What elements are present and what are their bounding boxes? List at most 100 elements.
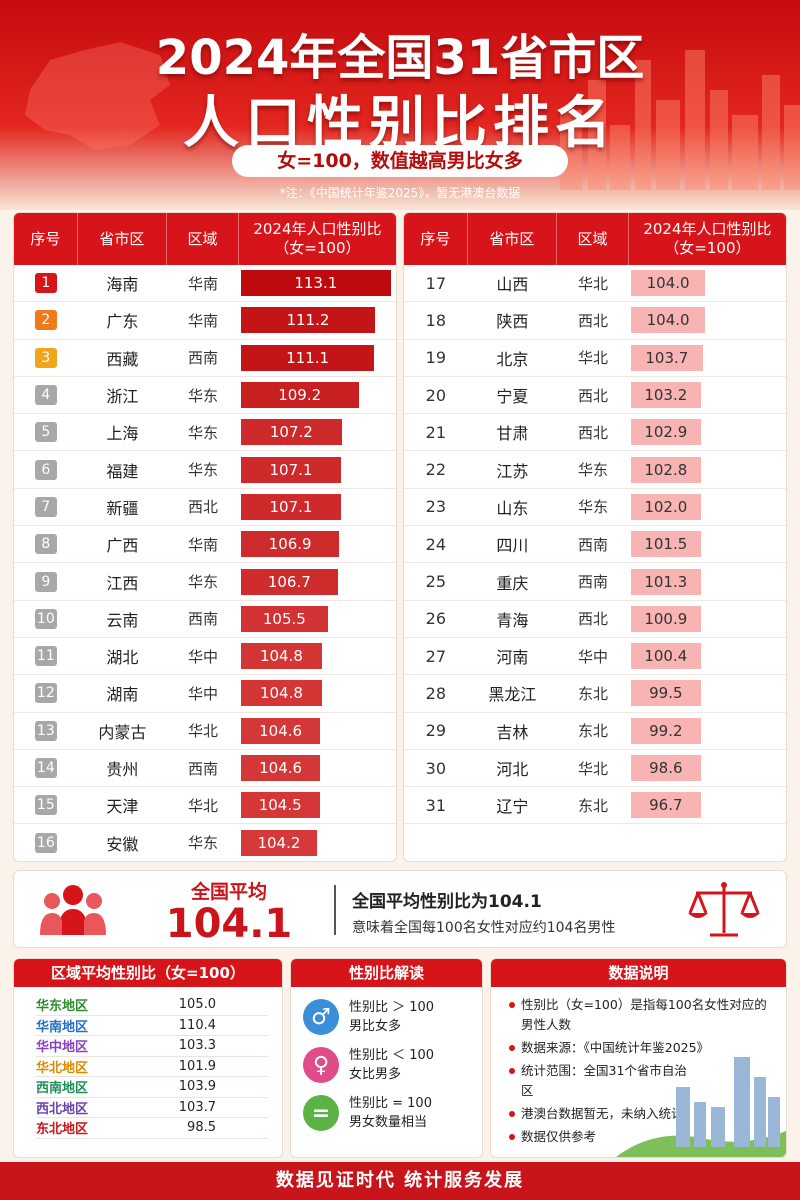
table-row: 3 西藏 西南 111.1 <box>14 340 396 377</box>
interpretation-rule: 性别比 ＞ 100 <box>349 999 435 1015</box>
ratio-cell: 99.5 <box>629 675 786 711</box>
table-row: 9 江西 华东 106.7 <box>14 563 396 601</box>
ratio-value: 107.1 <box>269 497 313 516</box>
rank-cell: 12 <box>14 675 78 711</box>
ratio-value: 103.7 <box>645 348 689 367</box>
province-name: 浙江 <box>106 387 139 407</box>
ratio-cell: 111.1 <box>239 340 396 376</box>
ratio-cell: 107.1 <box>239 451 396 487</box>
region-name: 西南 <box>188 610 219 629</box>
header-banner: 2024年全国31省市区 人口性别比排名 女=100，数值越高男比女多 *注：《… <box>0 0 800 210</box>
rank-cell: 5 <box>14 414 78 450</box>
table-row: 26 青海 西北 100.9 <box>404 601 786 638</box>
ratio-bar: 104.8 <box>240 680 323 707</box>
rank-cell: 7 <box>14 489 78 525</box>
region-name: 东北 <box>578 722 609 741</box>
ratio-cell: 109.2 <box>239 377 396 413</box>
interpretation-rule: 性别比 ＜ 100 <box>349 1047 435 1063</box>
table-row: 24 四川 西南 101.5 <box>404 526 786 564</box>
rank-cell: 19 <box>404 340 468 376</box>
ratio-cell: 104.5 <box>239 787 396 823</box>
table-row: 28 黑龙江 东北 99.5 <box>404 675 786 713</box>
ratio-bar: 101.5 <box>630 531 701 558</box>
table-row: 16 安徽 华东 104.2 <box>14 824 396 861</box>
col-header-ratio: 2024年人口性别比 （女=100） <box>253 220 382 257</box>
province-name: 山西 <box>496 275 529 295</box>
rank-number: 29 <box>425 721 447 741</box>
ratio-bar: 102.8 <box>630 456 701 483</box>
ratio-cell: 100.9 <box>629 601 786 637</box>
ratio-value: 104.0 <box>646 311 690 330</box>
region-value: 103.7 <box>178 1099 216 1115</box>
regional-row: 东北地区 98.5 <box>36 1118 268 1139</box>
province-name: 上海 <box>106 424 139 444</box>
data-note-item: 数据来源：《中国统计年鉴2025》 <box>509 1038 776 1058</box>
province-name: 北京 <box>496 349 529 369</box>
table-row: 21 甘肃 西北 102.9 <box>404 414 786 452</box>
table-header: 序号 省市区 区域 2024年人口性别比 （女=100） <box>404 213 786 265</box>
rank-cell: 3 <box>14 340 78 376</box>
province-name: 江西 <box>106 573 139 593</box>
region-name: 东北 <box>578 684 609 703</box>
rank-number: 3 <box>34 347 57 368</box>
col-header-region: 区域 <box>167 213 239 265</box>
province-name: 山东 <box>496 498 529 518</box>
ratio-cell: 104.8 <box>239 675 396 711</box>
province-name: 安徽 <box>106 834 139 854</box>
rank-number: 8 <box>34 534 57 555</box>
ratio-cell: 98.6 <box>629 750 786 786</box>
rank-number: 25 <box>425 572 447 592</box>
col-header-ratio: 2024年人口性别比 （女=100） <box>643 220 772 257</box>
ratio-bar: 105.5 <box>240 605 328 632</box>
region-label: 华南地区 <box>36 1019 89 1035</box>
ratio-cell: 103.7 <box>629 340 786 376</box>
province-name: 吉林 <box>496 722 529 742</box>
province-name: 内蒙古 <box>98 722 147 742</box>
rank-number: 6 <box>34 459 57 480</box>
region-name: 华东 <box>188 423 219 442</box>
rank-number: 1 <box>34 273 57 294</box>
city-skyline-icon <box>560 50 800 190</box>
rank-cell: 10 <box>14 601 78 637</box>
region-name: 华东 <box>188 461 219 480</box>
ratio-cell: 106.9 <box>239 526 396 562</box>
ratio-value: 105.5 <box>262 609 306 628</box>
ratio-cell: 104.0 <box>629 265 786 301</box>
ratio-value: 109.2 <box>278 386 322 405</box>
region-name: 西南 <box>578 535 609 554</box>
interpretation-list: ♂ 性别比 ＞ 100 男比女多 ♀ 性别比 ＜ 100 女比男多 = 性别比 = 100 男女… <box>291 987 482 1137</box>
province-name: 江苏 <box>496 461 529 481</box>
average-value: 104.1 <box>165 901 293 947</box>
ratio-cell: 104.6 <box>239 750 396 786</box>
data-note-item: 港澳台数据暂无，未纳入统计 <box>509 1104 689 1124</box>
ratio-cell: 106.7 <box>239 563 396 599</box>
ratio-value: 99.5 <box>649 684 683 703</box>
rank-number: 26 <box>425 609 447 629</box>
ratio-cell: 101.5 <box>629 526 786 562</box>
interpretation-text: 性别比 ＞ 100 男比女多 <box>349 998 434 1037</box>
equal-icon: = <box>303 1095 339 1131</box>
region-name: 西南 <box>188 759 219 778</box>
table-row: 11 湖北 华中 104.8 <box>14 638 396 676</box>
table-row: 12 湖南 华中 104.8 <box>14 675 396 713</box>
province-name: 四川 <box>496 536 529 556</box>
col-header-region: 区域 <box>557 213 629 265</box>
region-name: 华东 <box>188 386 219 405</box>
table-row: 19 北京 华北 103.7 <box>404 340 786 377</box>
rank-cell: 28 <box>404 675 468 711</box>
city-illustration-icon <box>616 1057 786 1157</box>
ratio-cell: 111.2 <box>239 302 396 338</box>
ratio-bar: 102.9 <box>630 419 701 446</box>
region-name: 华北 <box>578 759 609 778</box>
ratio-cell: 104.8 <box>239 638 396 674</box>
region-name: 西北 <box>188 498 219 517</box>
rank-cell: 16 <box>14 824 78 860</box>
ratio-value: 107.1 <box>269 460 313 479</box>
table-row: 15 天津 华北 104.5 <box>14 787 396 825</box>
table-row: 30 河北 华北 98.6 <box>404 750 786 788</box>
subtitle-badge: 女=100，数值越高男比女多 <box>232 145 568 177</box>
ratio-cell: 105.5 <box>239 601 396 637</box>
col-header-province: 省市区 <box>468 213 558 265</box>
rank-cell: 21 <box>404 414 468 450</box>
male-icon: ♂ <box>303 999 339 1035</box>
